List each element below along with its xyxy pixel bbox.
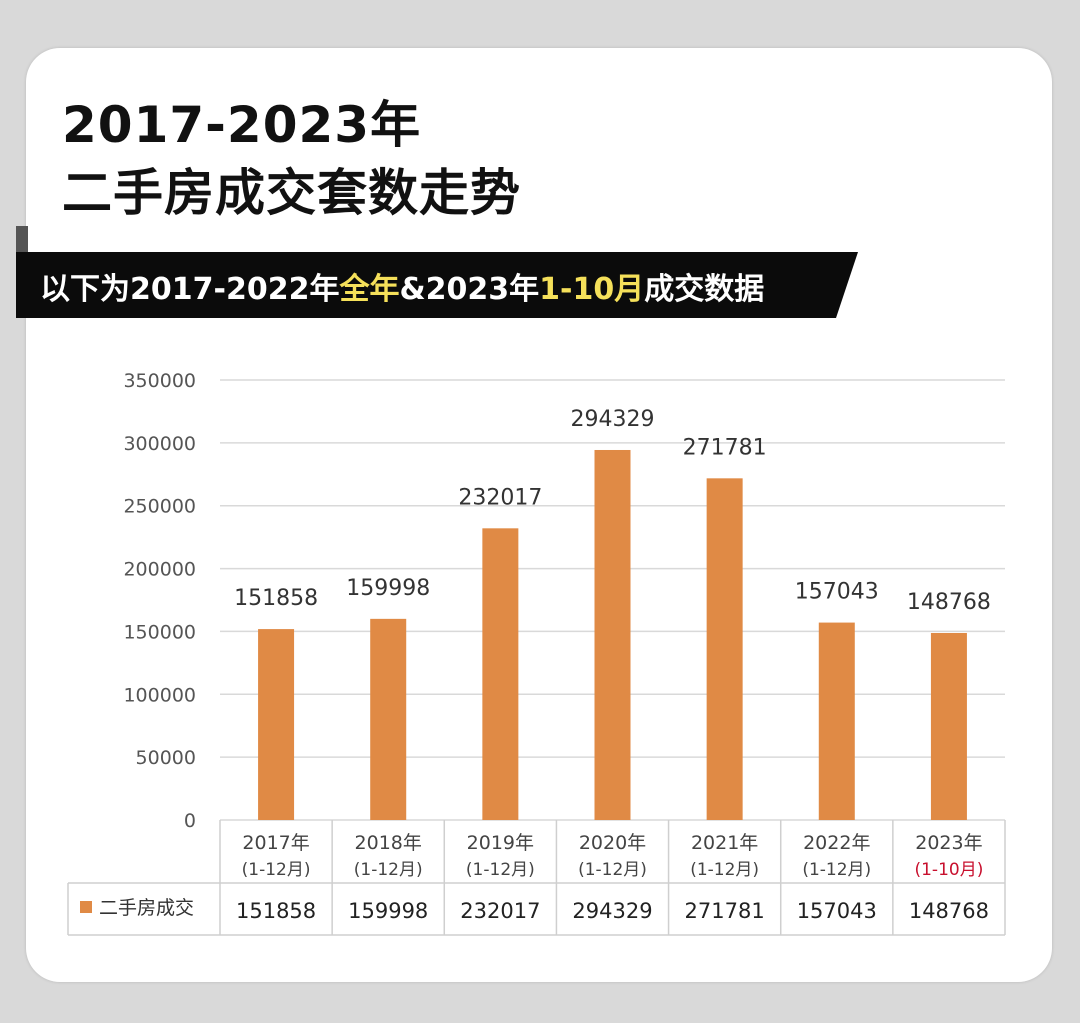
y-tick-label: 0 [184, 810, 196, 832]
y-tick-label: 150000 [123, 621, 196, 643]
banner-subtitle: 以下为2017-2022年全年&2023年1-10月成交数据 [40, 266, 764, 314]
table-value: 159998 [348, 899, 428, 923]
title-line-2: 二手房成交套数走势 [62, 164, 521, 222]
bar [818, 622, 855, 820]
table-value: 151858 [236, 899, 316, 923]
data-label: 271781 [683, 435, 767, 460]
data-label: 151858 [234, 586, 318, 611]
table-value: 232017 [460, 899, 540, 923]
title-line-1: 2017-2023年 [62, 96, 422, 154]
x-category-period: (1-12月) [242, 860, 311, 880]
bar [594, 449, 631, 820]
legend-swatch [80, 901, 92, 913]
table-value: 148768 [909, 899, 989, 923]
data-label: 294329 [571, 407, 655, 432]
x-category-label: 2017年 [242, 832, 309, 854]
data-label: 232017 [458, 485, 542, 510]
x-category-label: 2021年 [691, 832, 758, 854]
bar [370, 618, 407, 820]
y-tick-label: 350000 [123, 370, 196, 392]
x-category-label: 2022年 [803, 832, 870, 854]
y-tick-label: 50000 [136, 747, 196, 769]
y-tick-label: 250000 [123, 496, 196, 518]
table-value: 271781 [685, 899, 765, 923]
x-category-period: (1-12月) [578, 860, 647, 880]
legend-label: 二手房成交 [99, 897, 194, 919]
data-label: 159998 [346, 576, 430, 601]
bar [482, 528, 519, 820]
table-value: 157043 [797, 899, 877, 923]
banner-text-1: 以下为2017-2022年 [40, 272, 340, 307]
x-category-period: (1-12月) [354, 860, 423, 880]
x-category-period: (1-12月) [690, 860, 759, 880]
x-category-period: (1-12月) [802, 860, 871, 880]
x-category-label: 2023年 [915, 832, 982, 854]
data-label: 157043 [795, 580, 879, 605]
table-value: 294329 [572, 899, 652, 923]
bar [706, 478, 743, 820]
x-category-label: 2020年 [579, 832, 646, 854]
banner-text-2: &2023年 [399, 272, 540, 307]
bar [930, 632, 967, 820]
y-tick-label: 100000 [123, 684, 196, 706]
y-tick-label: 300000 [123, 433, 196, 455]
bar [258, 629, 295, 820]
data-label: 148768 [907, 590, 991, 615]
y-tick-label: 200000 [123, 559, 196, 581]
banner-highlight-months: 1-10月 [539, 272, 645, 307]
x-category-period: (1-10月) [914, 860, 983, 880]
banner-highlight-full-year: 全年 [339, 272, 400, 307]
x-category-label: 2019年 [467, 832, 534, 854]
x-category-label: 2018年 [355, 832, 422, 854]
banner-text-3: 成交数据 [644, 272, 765, 307]
x-category-period: (1-12月) [466, 860, 535, 880]
chart-card [26, 48, 1052, 982]
